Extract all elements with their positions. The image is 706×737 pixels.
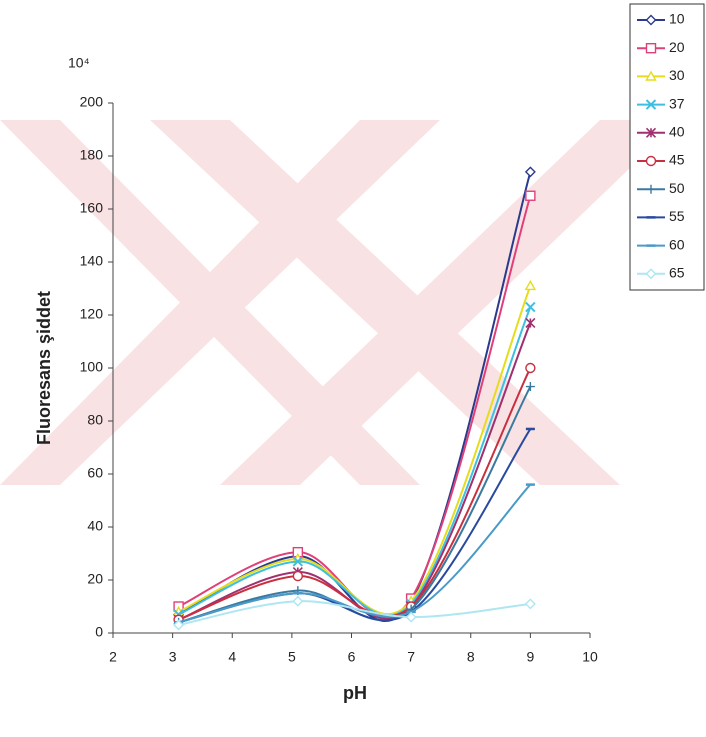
marker [292,595,304,607]
x-tick-label: 3 [169,649,177,665]
legend-label: 20 [669,39,685,55]
x-tick-label: 2 [109,649,117,665]
legend-label: 10 [669,11,685,27]
y-tick-label: 180 [80,147,104,163]
legend-label: 40 [669,124,685,140]
marker [645,99,657,110]
legend-label: 65 [669,265,685,281]
y-tick-label: 60 [87,465,103,481]
legend-label: 60 [669,236,685,252]
line [178,322,532,621]
marker [645,43,657,54]
marker [645,155,657,167]
x-tick-label: 10 [582,649,598,665]
marker [645,14,657,26]
y-tick-label: 20 [87,571,103,587]
y-tick-label: 0 [95,624,103,640]
line [178,600,531,627]
marker [645,70,657,81]
x-tick-label: 6 [348,649,356,665]
marker [525,301,536,313]
marker [645,268,657,280]
marker [645,127,657,138]
x-tick-label: 8 [467,649,475,665]
x-axis-title: pH [343,683,367,703]
y-tick-label: 200 [80,94,104,110]
marker [525,317,536,329]
marker [524,279,537,291]
y-tick-label: 140 [80,253,104,269]
watermark-stripe [150,120,620,485]
watermark [0,120,680,485]
marker [525,190,536,201]
marker [525,382,535,392]
marker [524,166,536,178]
y-unit: 10⁴ [68,55,90,71]
marker [646,184,656,194]
line [178,483,532,624]
marker [173,619,185,631]
x-tick-label: 4 [228,649,236,665]
legend-box [629,3,705,291]
x-tick-label: 5 [288,649,296,665]
y-tick-label: 80 [87,412,103,428]
x-tick-label: 9 [526,649,534,665]
marker [292,570,304,582]
marker [525,362,536,374]
legend-label: 37 [669,95,685,111]
legend-label: 55 [669,208,685,224]
y-axis-title: Fluoresans şiddet [34,291,54,445]
y-tick-label: 100 [80,359,104,375]
legend-label: 45 [669,152,685,168]
marker [405,611,417,623]
y-tick-label: 160 [80,200,104,216]
legend-label: 50 [669,180,685,196]
marker [524,598,536,610]
legend-label: 30 [669,67,685,83]
watermark-stripe [220,120,680,485]
y-tick-label: 120 [80,306,104,322]
x-tick-label: 7 [407,649,415,665]
watermark-stripe [0,120,440,485]
y-tick-label: 40 [87,518,103,534]
marker [292,556,304,567]
series [173,595,536,631]
